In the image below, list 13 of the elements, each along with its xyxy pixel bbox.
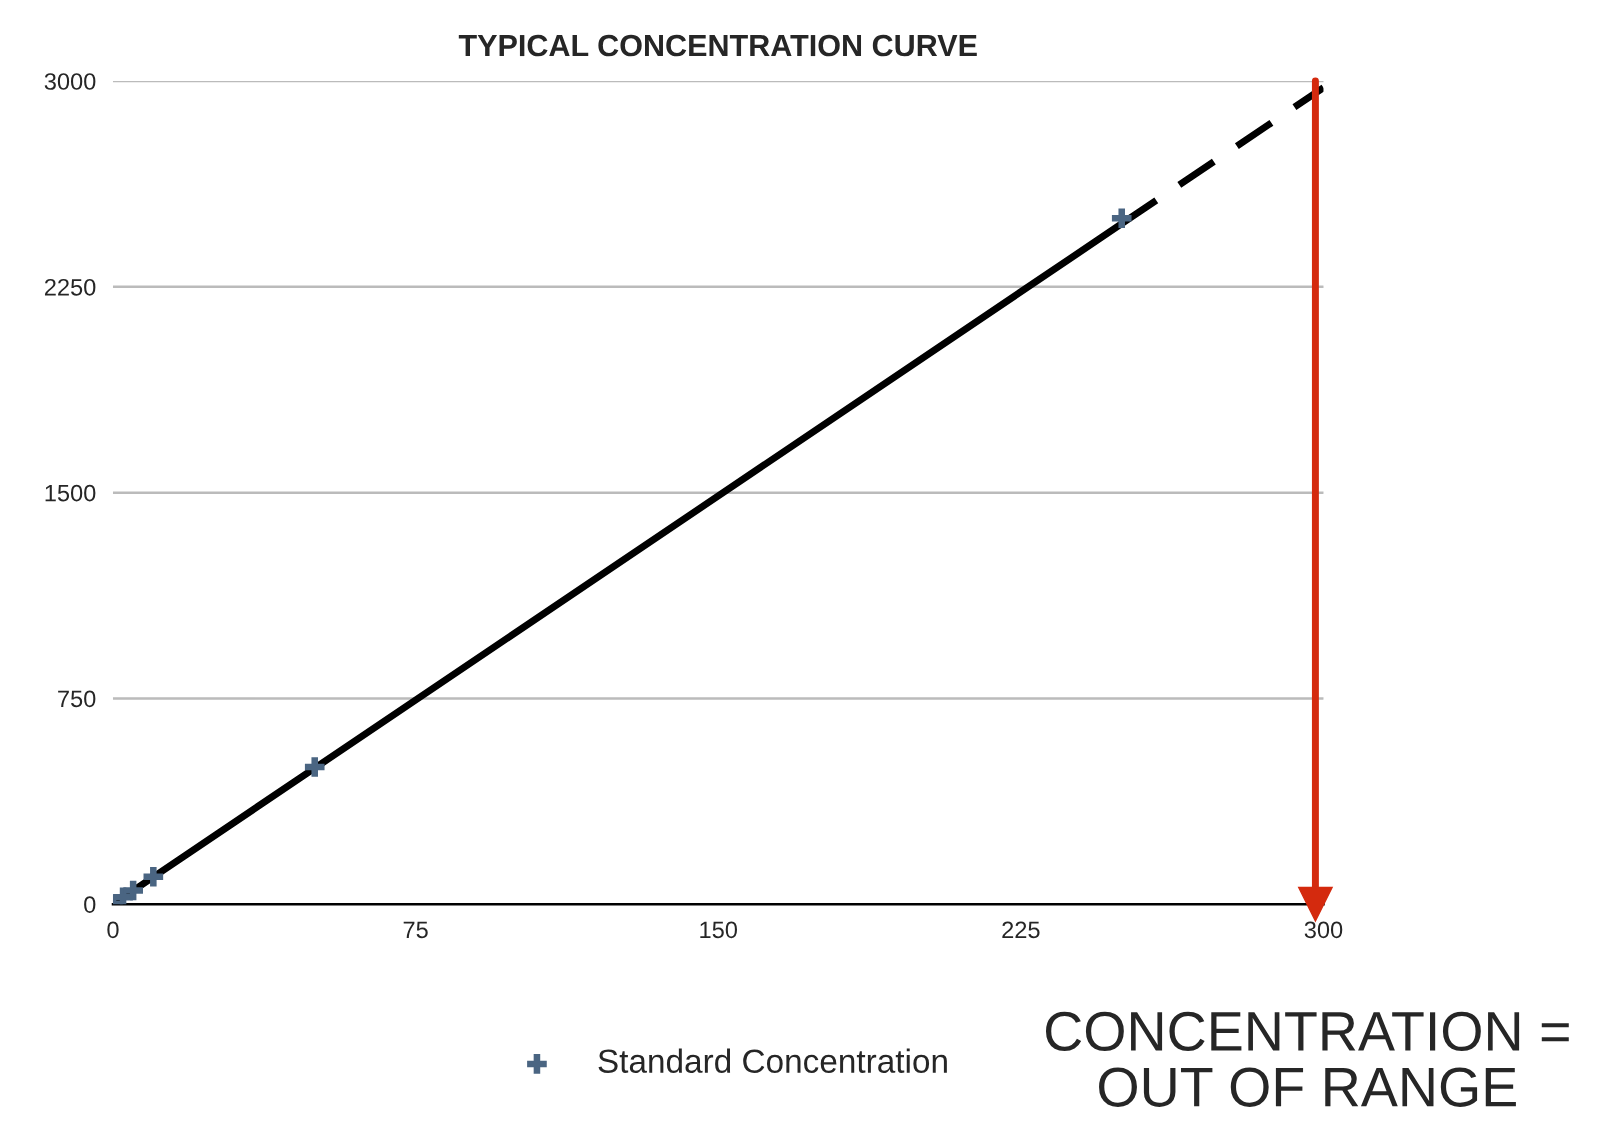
x-tick-label: 150 xyxy=(700,921,738,939)
x-tick-label: 0 xyxy=(107,921,119,939)
y-tick-label: 0 xyxy=(84,896,96,913)
y-tick-label: 750 xyxy=(58,690,96,708)
y-tick-label: 3000 xyxy=(44,73,96,90)
x-tick-label: 300 xyxy=(1304,921,1343,939)
x-tick-label: 225 xyxy=(1002,921,1040,939)
y-tick-label: 2250 xyxy=(44,278,96,296)
legend-label: Standard Concentration xyxy=(598,1048,947,1074)
chart-title: TYPICAL CONCENTRATION CURVE xyxy=(458,34,977,57)
y-tick-label: 1500 xyxy=(45,484,96,502)
text: CONCENTRATION = OUT OF RANGE xyxy=(1045,1011,1569,1107)
x-tick-label: 75 xyxy=(403,921,428,939)
